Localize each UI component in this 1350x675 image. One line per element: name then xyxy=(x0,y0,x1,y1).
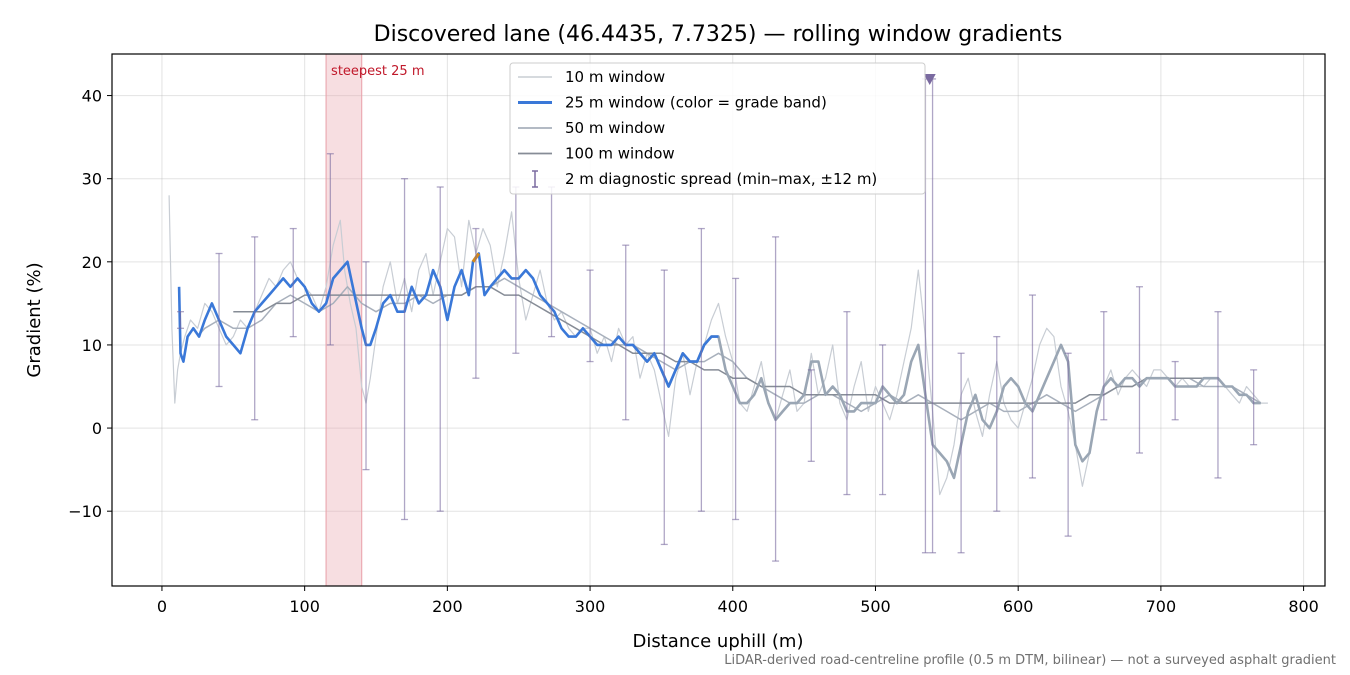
x-tick-label: 600 xyxy=(1003,597,1034,616)
y-axis-label: Gradient (%) xyxy=(24,262,45,377)
y-tick-label: 10 xyxy=(82,336,102,355)
legend-label: 2 m diagnostic spread (min–max, ±12 m) xyxy=(565,170,877,188)
legend-label: 25 m window (color = grade band) xyxy=(565,94,827,112)
plot-frame xyxy=(111,53,1326,587)
steepest-band xyxy=(325,53,363,587)
x-tick-label: 800 xyxy=(1288,597,1319,616)
x-ticks: 0 100 200 300 400 500 600 700 800 xyxy=(157,586,1319,616)
y-tick-label: 40 xyxy=(82,87,102,106)
x-tick-label: 400 xyxy=(717,597,748,616)
steepest-band-label: steepest 25 m xyxy=(331,64,424,79)
legend-box xyxy=(509,62,926,195)
series-line-3 xyxy=(233,286,1218,404)
y-ticks: −10 0 10 20 30 40 xyxy=(68,87,112,521)
footnote: LiDAR-derived road-centreline profile (0… xyxy=(724,653,1336,668)
series-line-25m-gray xyxy=(631,335,1261,480)
series-line-2 xyxy=(197,277,1262,421)
y-tick-label: −10 xyxy=(68,502,102,521)
legend-label: 50 m window xyxy=(565,119,665,137)
steepest-band-rect xyxy=(325,53,363,587)
y-tick-label: 30 xyxy=(82,170,102,189)
x-tick-label: 300 xyxy=(575,597,606,616)
legend-label: 100 m window xyxy=(565,145,675,163)
x-tick-label: 500 xyxy=(860,597,891,616)
y-tick-label: 20 xyxy=(82,253,102,272)
x-tick-label: 0 xyxy=(157,597,167,616)
legend: 10 m window 25 m window (color = grade ba… xyxy=(509,62,926,195)
peak-marker-triangle xyxy=(923,73,936,85)
x-tick-label: 200 xyxy=(432,597,463,616)
legend-label: 10 m window xyxy=(565,68,665,86)
peak-marker xyxy=(923,73,936,85)
x-tick-label: 100 xyxy=(289,597,320,616)
y-tick-label: 0 xyxy=(92,419,102,438)
chart-title: Discovered lane (46.4435, 7.7325) — roll… xyxy=(374,22,1063,47)
x-tick-label: 700 xyxy=(1146,597,1177,616)
x-axis-label: Distance uphill (m) xyxy=(633,631,804,652)
